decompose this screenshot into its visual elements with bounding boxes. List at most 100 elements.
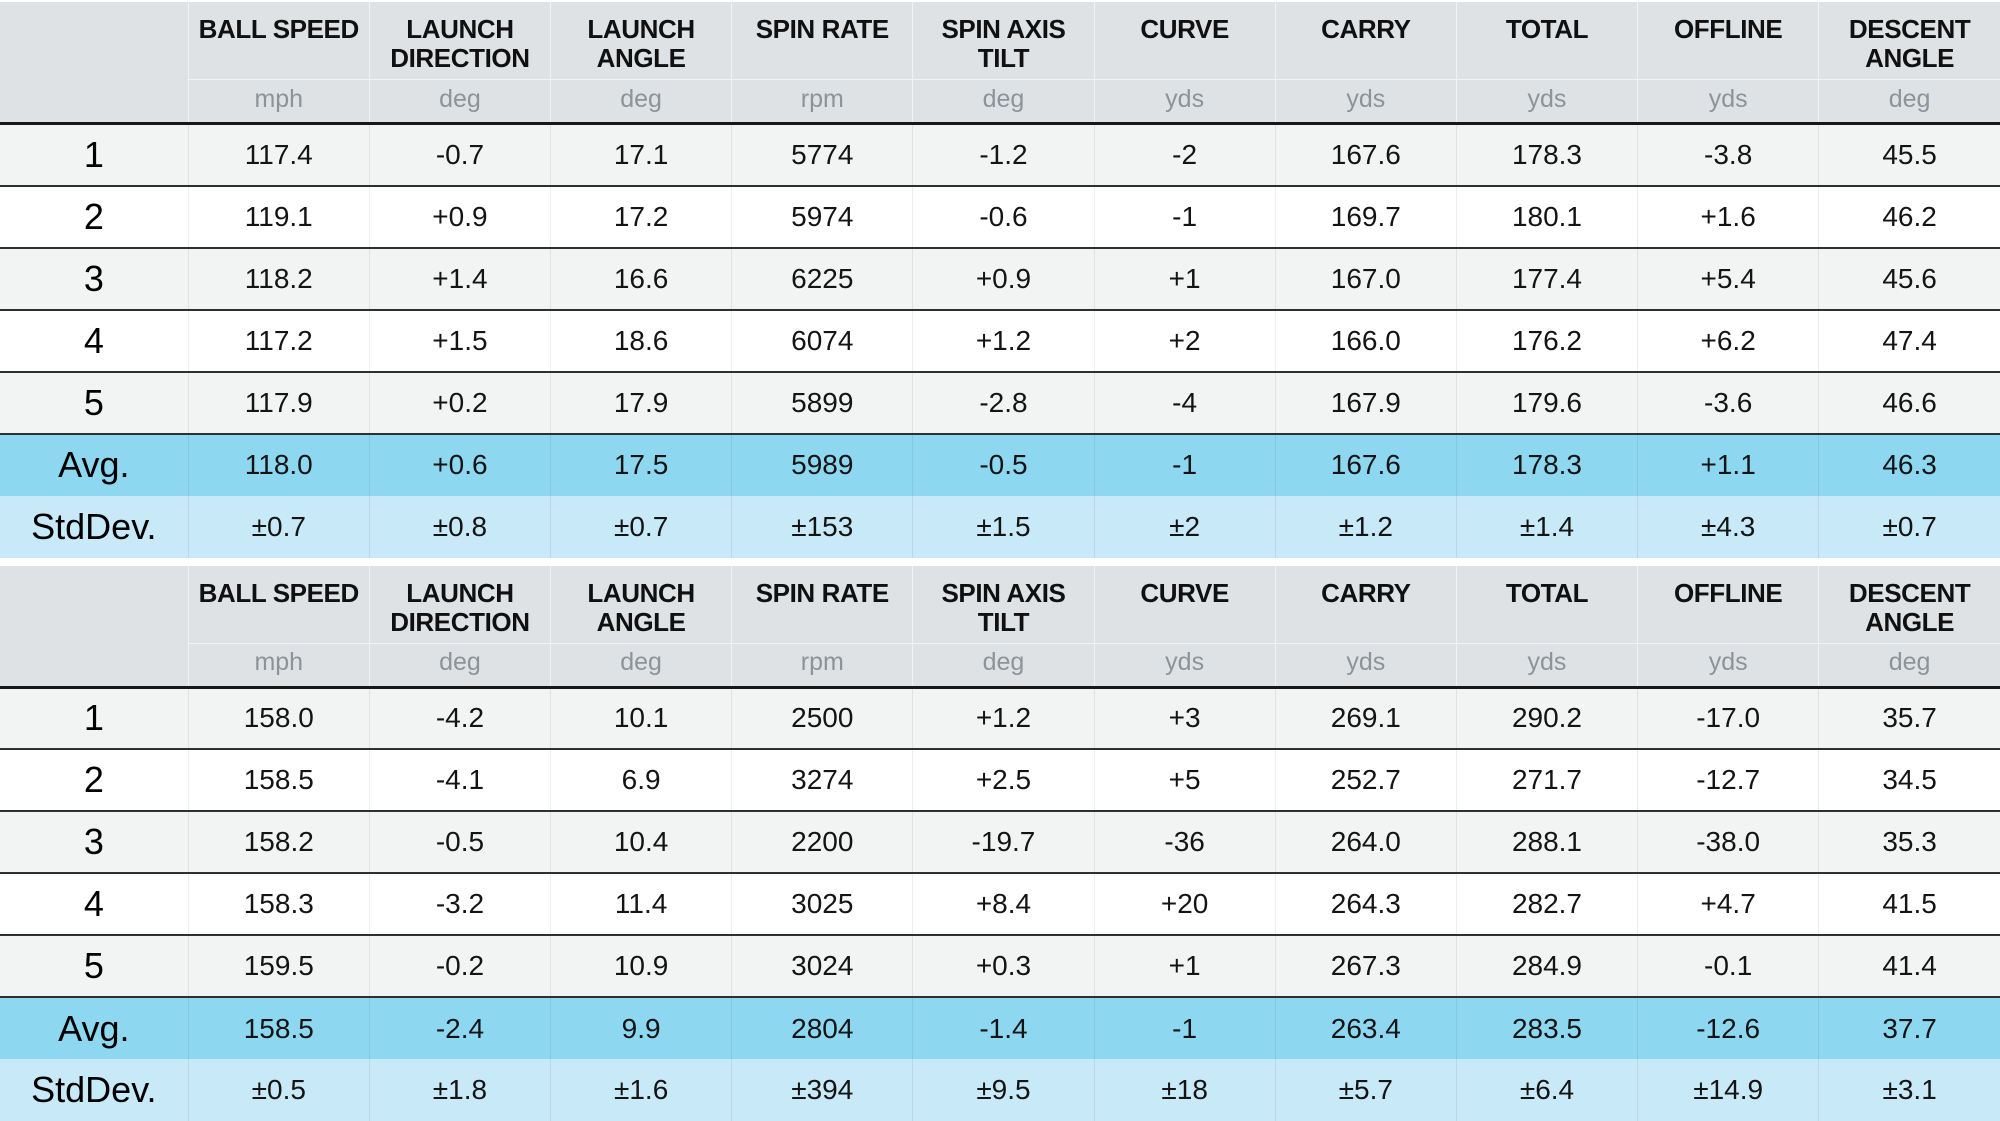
shot-cell: 46.6 xyxy=(1819,372,2000,434)
shot-cell: ±14.9 xyxy=(1638,1059,1819,1121)
shot-cell: -0.1 xyxy=(1638,935,1819,997)
shot-cell: +2.5 xyxy=(913,749,1094,811)
column-header: DESCENT ANGLE xyxy=(1819,2,2000,80)
shot-cell: +8.4 xyxy=(913,873,1094,935)
shot-cell: 166.0 xyxy=(1275,310,1456,372)
shot-cell: 6.9 xyxy=(551,749,732,811)
shot-cell: -12.6 xyxy=(1638,997,1819,1059)
shot-cell: ±5.7 xyxy=(1275,1059,1456,1121)
column-unit: yds xyxy=(1094,643,1275,687)
shot-cell: 180.1 xyxy=(1456,186,1637,248)
column-unit: rpm xyxy=(732,643,913,687)
row-label: 2 xyxy=(0,749,188,811)
shot-cell: ±1.5 xyxy=(913,496,1094,558)
shot-cell: +0.9 xyxy=(913,248,1094,310)
column-unit: yds xyxy=(1638,80,1819,124)
shot-cell: 179.6 xyxy=(1456,372,1637,434)
shot-cell: 252.7 xyxy=(1275,749,1456,811)
shot-cell: 269.1 xyxy=(1275,687,1456,749)
shot-cell: 5899 xyxy=(732,372,913,434)
column-header: CURVE xyxy=(1094,2,1275,80)
shot-cell: 2200 xyxy=(732,811,913,873)
shot-cell: -0.7 xyxy=(369,124,550,186)
shot-cell: -1.2 xyxy=(913,124,1094,186)
stddev-row: StdDev.±0.7±0.8±0.7±153±1.5±2±1.2±1.4±4.… xyxy=(0,496,2000,558)
shot-cell: ±18 xyxy=(1094,1059,1275,1121)
shot-cell: 2500 xyxy=(732,687,913,749)
shot-cell: ±1.6 xyxy=(551,1059,732,1121)
row-label: 3 xyxy=(0,248,188,310)
column-header: SPIN RATE xyxy=(732,566,913,644)
column-unit: mph xyxy=(188,80,369,124)
shot-cell: 17.9 xyxy=(551,372,732,434)
shot-cell: 35.7 xyxy=(1819,687,2000,749)
shot-cell: ±0.5 xyxy=(188,1059,369,1121)
shot-cell: 169.7 xyxy=(1275,186,1456,248)
column-header: SPIN AXIS TILT xyxy=(913,2,1094,80)
column-unit: deg xyxy=(913,643,1094,687)
column-header: OFFLINE xyxy=(1638,566,1819,644)
shot-cell: ±1.4 xyxy=(1456,496,1637,558)
shot-cell: -2.8 xyxy=(913,372,1094,434)
shot-cell: -19.7 xyxy=(913,811,1094,873)
shot-cell: 283.5 xyxy=(1456,997,1637,1059)
shot-cell: ±0.7 xyxy=(188,496,369,558)
shot-cell: 118.0 xyxy=(188,434,369,496)
shot-cell: 119.1 xyxy=(188,186,369,248)
column-unit: yds xyxy=(1275,80,1456,124)
shot-cell: 158.5 xyxy=(188,997,369,1059)
shot-cell: 35.3 xyxy=(1819,811,2000,873)
shot-cell: 5989 xyxy=(732,434,913,496)
shot-cell: 37.7 xyxy=(1819,997,2000,1059)
shot-cell: 158.3 xyxy=(188,873,369,935)
shot-cell: 47.4 xyxy=(1819,310,2000,372)
shot-cell: 45.5 xyxy=(1819,124,2000,186)
column-header: LAUNCH ANGLE xyxy=(551,2,732,80)
column-unit: yds xyxy=(1456,643,1637,687)
shot-cell: 6074 xyxy=(732,310,913,372)
shot-cell: ±153 xyxy=(732,496,913,558)
shot-cell: 17.2 xyxy=(551,186,732,248)
shot-cell: 2804 xyxy=(732,997,913,1059)
shot-cell: -2 xyxy=(1094,124,1275,186)
row-label: 1 xyxy=(0,124,188,186)
row-label: 4 xyxy=(0,873,188,935)
shot-cell: 16.6 xyxy=(551,248,732,310)
shot-cell: 9.9 xyxy=(551,997,732,1059)
shot-cell: 18.6 xyxy=(551,310,732,372)
column-unit: deg xyxy=(369,80,550,124)
shot-cell: 41.4 xyxy=(1819,935,2000,997)
row-label: StdDev. xyxy=(0,1059,188,1121)
shot-cell: -36 xyxy=(1094,811,1275,873)
column-header: OFFLINE xyxy=(1638,2,1819,80)
column-header: LAUNCH ANGLE xyxy=(551,566,732,644)
shot-cell: +0.6 xyxy=(369,434,550,496)
shot-cell: 284.9 xyxy=(1456,935,1637,997)
column-header: SPIN AXIS TILT xyxy=(913,566,1094,644)
shot-cell: -3.6 xyxy=(1638,372,1819,434)
shot-cell: 158.2 xyxy=(188,811,369,873)
shot-cell: -4.2 xyxy=(369,687,550,749)
shot-cell: 264.0 xyxy=(1275,811,1456,873)
shot-cell: 46.2 xyxy=(1819,186,2000,248)
column-unit: yds xyxy=(1456,80,1637,124)
shot-cell: ±394 xyxy=(732,1059,913,1121)
shot-cell: +5 xyxy=(1094,749,1275,811)
shot-cell: 177.4 xyxy=(1456,248,1637,310)
shot-cell: 267.3 xyxy=(1275,935,1456,997)
shot-cell: +1.6 xyxy=(1638,186,1819,248)
column-header: CARRY xyxy=(1275,2,1456,80)
stddev-row: StdDev.±0.5±1.8±1.6±394±9.5±18±5.7±6.4±1… xyxy=(0,1059,2000,1121)
shot-cell: 17.1 xyxy=(551,124,732,186)
shot-cell: +0.3 xyxy=(913,935,1094,997)
